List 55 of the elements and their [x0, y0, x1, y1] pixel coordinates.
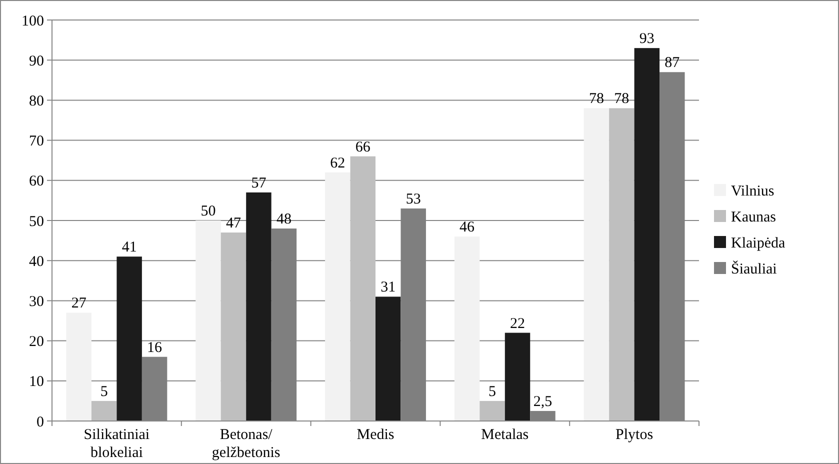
- bar: [634, 48, 660, 421]
- y-tick-label: 50: [29, 214, 44, 230]
- y-tick-label: 10: [29, 374, 44, 390]
- data-label: 31: [380, 280, 396, 296]
- bar: [66, 312, 92, 421]
- legend-label: Kaunas: [731, 209, 776, 226]
- y-tick-label: 90: [29, 53, 44, 70]
- y-tick-label: 70: [29, 134, 44, 150]
- data-label: 41: [122, 240, 137, 256]
- data-label: 78: [588, 91, 604, 108]
- legend-label: Vilnius: [731, 183, 774, 200]
- y-tick-label: 40: [29, 254, 44, 270]
- data-label: 2,5: [533, 394, 552, 410]
- data-label: 57: [251, 175, 267, 192]
- data-label: 66: [355, 139, 371, 156]
- bar: [350, 156, 376, 421]
- y-tick-label: 80: [29, 93, 44, 110]
- bar: [480, 400, 505, 421]
- y-tick-label: 20: [29, 334, 44, 350]
- data-label: 16: [147, 340, 163, 356]
- x-tick-label: Medis: [356, 427, 394, 443]
- data-label: 93: [639, 31, 654, 48]
- bar: [584, 108, 610, 421]
- bar: [116, 256, 142, 421]
- data-label: 78: [614, 91, 630, 108]
- data-label: 46: [460, 220, 476, 236]
- bar: [454, 236, 480, 421]
- bar: [376, 296, 401, 421]
- bar: [246, 192, 272, 421]
- x-tick-label: Silikatiniai blokeliai: [84, 427, 150, 461]
- data-label: 27: [71, 296, 87, 312]
- data-label: 47: [226, 216, 242, 232]
- data-label: 5: [100, 384, 108, 400]
- data-label: 62: [330, 155, 346, 172]
- bar: [196, 220, 221, 421]
- y-tick-label: 60: [29, 174, 44, 190]
- bar: [504, 332, 530, 421]
- y-tick-label: 30: [29, 294, 44, 310]
- x-tick-label: Metalas: [481, 427, 529, 443]
- x-tick-label: Plytos: [616, 427, 654, 443]
- data-label: 87: [664, 55, 680, 72]
- data-label: 5: [488, 384, 496, 400]
- y-tick-label: 0: [36, 414, 44, 430]
- data-label: 22: [510, 316, 526, 332]
- data-label: 53: [406, 191, 421, 208]
- bar: [220, 232, 246, 421]
- data-label: 48: [276, 212, 292, 228]
- legend-label: Šiauliai: [731, 260, 777, 278]
- data-label: 50: [200, 204, 216, 220]
- bar: [609, 108, 634, 421]
- bar: [325, 172, 350, 421]
- legend-label: Klaipėda: [731, 235, 786, 252]
- y-tick-label: 100: [22, 13, 44, 30]
- bar: [91, 400, 117, 421]
- x-tick-label: Betonas/gelžbetonis: [212, 427, 280, 461]
